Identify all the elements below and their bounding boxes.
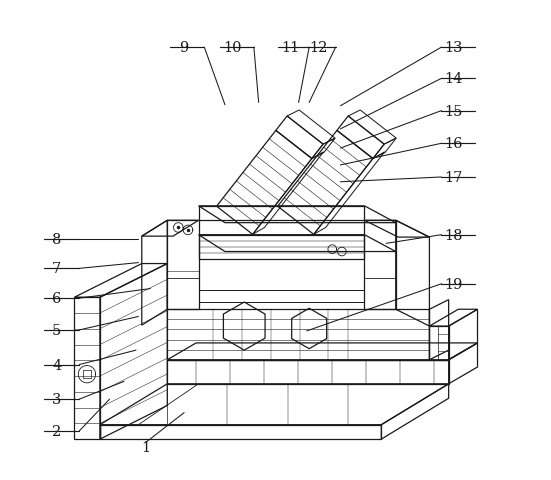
Text: 18: 18 xyxy=(444,228,463,242)
Text: 4: 4 xyxy=(52,358,61,372)
Text: 16: 16 xyxy=(444,137,463,151)
Text: 12: 12 xyxy=(310,41,328,55)
Text: 7: 7 xyxy=(52,262,61,276)
Text: 11: 11 xyxy=(281,41,299,55)
Text: 9: 9 xyxy=(180,41,189,55)
Text: 14: 14 xyxy=(444,72,463,86)
Text: 10: 10 xyxy=(223,41,241,55)
Text: 17: 17 xyxy=(444,170,463,185)
Text: 15: 15 xyxy=(444,104,463,119)
Text: 3: 3 xyxy=(52,392,61,407)
Text: 8: 8 xyxy=(52,232,61,246)
Text: 1: 1 xyxy=(141,440,150,455)
Text: 2: 2 xyxy=(52,424,61,438)
Text: 19: 19 xyxy=(444,277,463,291)
Text: 5: 5 xyxy=(52,323,61,337)
Text: 6: 6 xyxy=(52,291,61,306)
Text: 13: 13 xyxy=(444,41,463,55)
